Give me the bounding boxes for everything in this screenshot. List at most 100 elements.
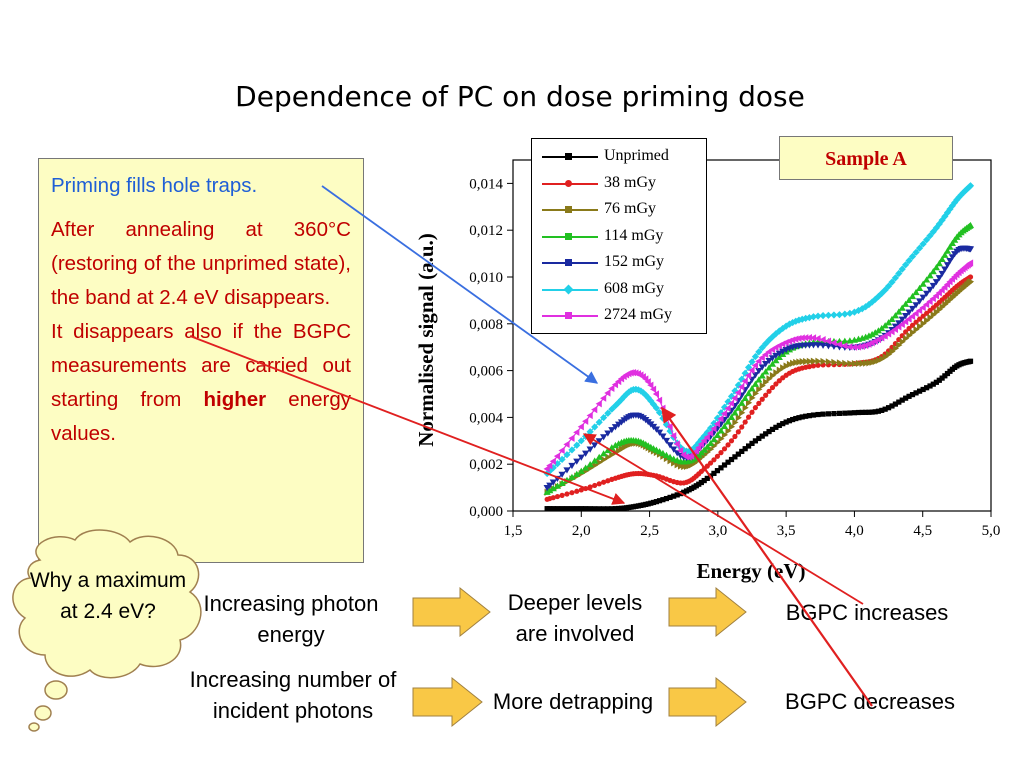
data-point (935, 275, 943, 282)
data-point (780, 364, 787, 372)
data-point (583, 506, 589, 512)
legend-label: 608 mGy (604, 279, 664, 297)
legend-marker (565, 259, 572, 266)
data-point (744, 389, 753, 397)
data-point (810, 357, 818, 365)
data-point (919, 294, 927, 301)
data-point (644, 394, 652, 402)
data-point (634, 386, 643, 394)
data-point (892, 344, 899, 352)
data-point (755, 357, 762, 365)
data-point (882, 406, 888, 412)
flow-row1-right: BGPC increases (785, 600, 949, 625)
x-tick-label: 2,5 (640, 523, 659, 539)
legend-item: 38 mGy (532, 173, 708, 195)
data-point (758, 372, 766, 379)
data-point (798, 315, 806, 323)
data-point (869, 358, 876, 366)
data-point (564, 506, 570, 512)
data-point (820, 357, 827, 366)
data-point (762, 368, 770, 375)
data-point (789, 336, 796, 344)
data-point (759, 381, 766, 390)
data-point (742, 419, 748, 425)
data-point (824, 343, 833, 350)
data-point (796, 358, 803, 366)
data-point (874, 327, 883, 334)
data-point (763, 392, 769, 398)
data-point (652, 390, 659, 398)
data-point (814, 312, 822, 320)
x-tick-label: 1,5 (504, 523, 523, 539)
data-point (916, 284, 924, 291)
data-point (765, 336, 773, 344)
data-point (642, 391, 650, 399)
data-point (912, 248, 920, 256)
data-point (815, 411, 821, 418)
data-point (916, 306, 923, 315)
data-point (906, 331, 913, 340)
data-point (943, 262, 952, 269)
data-point (967, 274, 974, 280)
data-point (927, 383, 933, 389)
data-point (762, 350, 769, 359)
data-point (728, 438, 735, 444)
x-axis-title: Energy (eV) (696, 559, 805, 583)
data-point (805, 334, 812, 342)
data-point (795, 334, 802, 343)
data-point (933, 379, 939, 385)
legend-label: 38 mGy (604, 173, 656, 191)
x-axis: 1,5 2,0 2,5 3,0 3,5 4,0 4,5 5,0 (504, 511, 1000, 539)
data-point (744, 371, 752, 380)
legend-item: 152 mGy (532, 252, 708, 274)
data-point (776, 378, 782, 384)
data-point (790, 359, 797, 367)
data-point (647, 381, 654, 389)
data-point (902, 313, 910, 320)
data-point (596, 481, 602, 487)
data-point (769, 384, 776, 391)
data-point (872, 357, 879, 366)
data-point (868, 298, 876, 306)
data-point (851, 359, 859, 368)
data-point (835, 340, 843, 349)
data-point (831, 358, 838, 367)
bubble-question: Why a maximum at 2.4 eV? (29, 569, 187, 623)
data-point (752, 405, 759, 411)
data-point (755, 376, 763, 383)
data-point (574, 506, 580, 512)
x-tick-label: 3,5 (777, 523, 796, 539)
data-point (792, 317, 800, 325)
data-point (655, 396, 663, 404)
thought-bubble (12, 529, 202, 732)
data-point (806, 357, 813, 365)
data-point (854, 343, 862, 351)
data-point (909, 392, 916, 398)
data-point (831, 410, 837, 417)
data-point (550, 506, 556, 512)
data-point (773, 381, 779, 387)
data-point (896, 341, 903, 349)
data-point (766, 375, 773, 383)
x-tick-label: 4,5 (913, 523, 932, 539)
data-point (967, 278, 975, 286)
data-point (903, 395, 909, 401)
data-point (885, 350, 893, 358)
data-point (587, 484, 593, 490)
data-point (554, 493, 561, 500)
data-point (889, 403, 895, 409)
y-tick-label: 0,010 (469, 270, 503, 286)
data-point (758, 354, 765, 362)
legend-label: 114 mGy (604, 226, 664, 244)
data-point (842, 410, 848, 416)
data-point (745, 414, 752, 420)
data-point (751, 372, 760, 379)
data-point (912, 309, 919, 318)
data-point (802, 334, 809, 342)
data-point (727, 399, 735, 407)
data-point (898, 316, 906, 323)
data-point (814, 342, 822, 349)
data-point (769, 371, 777, 380)
data-point (932, 264, 940, 271)
legend-marker (565, 232, 572, 240)
